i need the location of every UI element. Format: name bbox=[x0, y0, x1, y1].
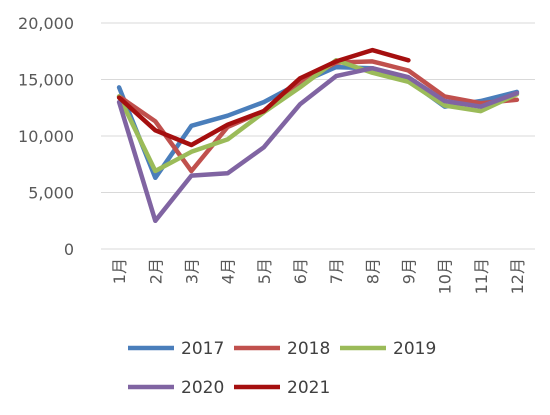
series-lines bbox=[116, 47, 520, 224]
y-tick-label: 15,000 bbox=[18, 71, 74, 90]
legend-label: 2018 bbox=[287, 339, 330, 359]
series-line-2019 bbox=[116, 58, 520, 174]
x-tick-label: 4月 bbox=[219, 258, 238, 284]
legend-item-2019: 2019 bbox=[340, 339, 436, 359]
legend-item-2020: 2020 bbox=[128, 378, 224, 398]
x-tick-label: 1月 bbox=[110, 258, 129, 284]
x-tick-label: 5月 bbox=[255, 258, 274, 284]
legend-item-2017: 2017 bbox=[128, 339, 224, 359]
y-tick-label: 5,000 bbox=[28, 184, 74, 203]
x-tick-label: 12月 bbox=[508, 258, 527, 294]
legend-item-2018: 2018 bbox=[234, 339, 330, 359]
legend-label: 2020 bbox=[181, 378, 224, 398]
x-tick-label: 2月 bbox=[146, 258, 165, 284]
series-line-2017 bbox=[116, 64, 520, 181]
legend-item-2021: 2021 bbox=[234, 378, 330, 398]
y-tick-label: 0 bbox=[64, 240, 74, 259]
series-line-2021 bbox=[116, 47, 411, 148]
x-tick-label: 10月 bbox=[436, 258, 455, 294]
legend-label: 2019 bbox=[393, 339, 436, 359]
y-tick-label: 10,000 bbox=[18, 127, 74, 146]
y-tick-label: 20,000 bbox=[18, 14, 74, 33]
x-tick-label: 11月 bbox=[472, 258, 491, 294]
legend: 2017 2018 2019 2020 2021 bbox=[128, 339, 436, 398]
x-tick-label: 3月 bbox=[182, 258, 201, 284]
legend-label: 2021 bbox=[287, 378, 330, 398]
y-axis-ticks: 0 5,000 10,000 15,000 20,000 bbox=[18, 14, 74, 259]
legend-label: 2017 bbox=[181, 339, 224, 359]
x-tick-label: 7月 bbox=[327, 258, 346, 284]
x-tick-label: 6月 bbox=[291, 258, 310, 284]
x-axis-ticks: 1月 2月 3月 4月 5月 6月 7月 8月 9月 10月 11月 12月 bbox=[110, 258, 527, 294]
x-tick-label: 9月 bbox=[399, 258, 418, 284]
x-tick-label: 8月 bbox=[363, 258, 382, 284]
series-line-2020 bbox=[116, 65, 520, 224]
series-line-2018 bbox=[116, 59, 520, 174]
